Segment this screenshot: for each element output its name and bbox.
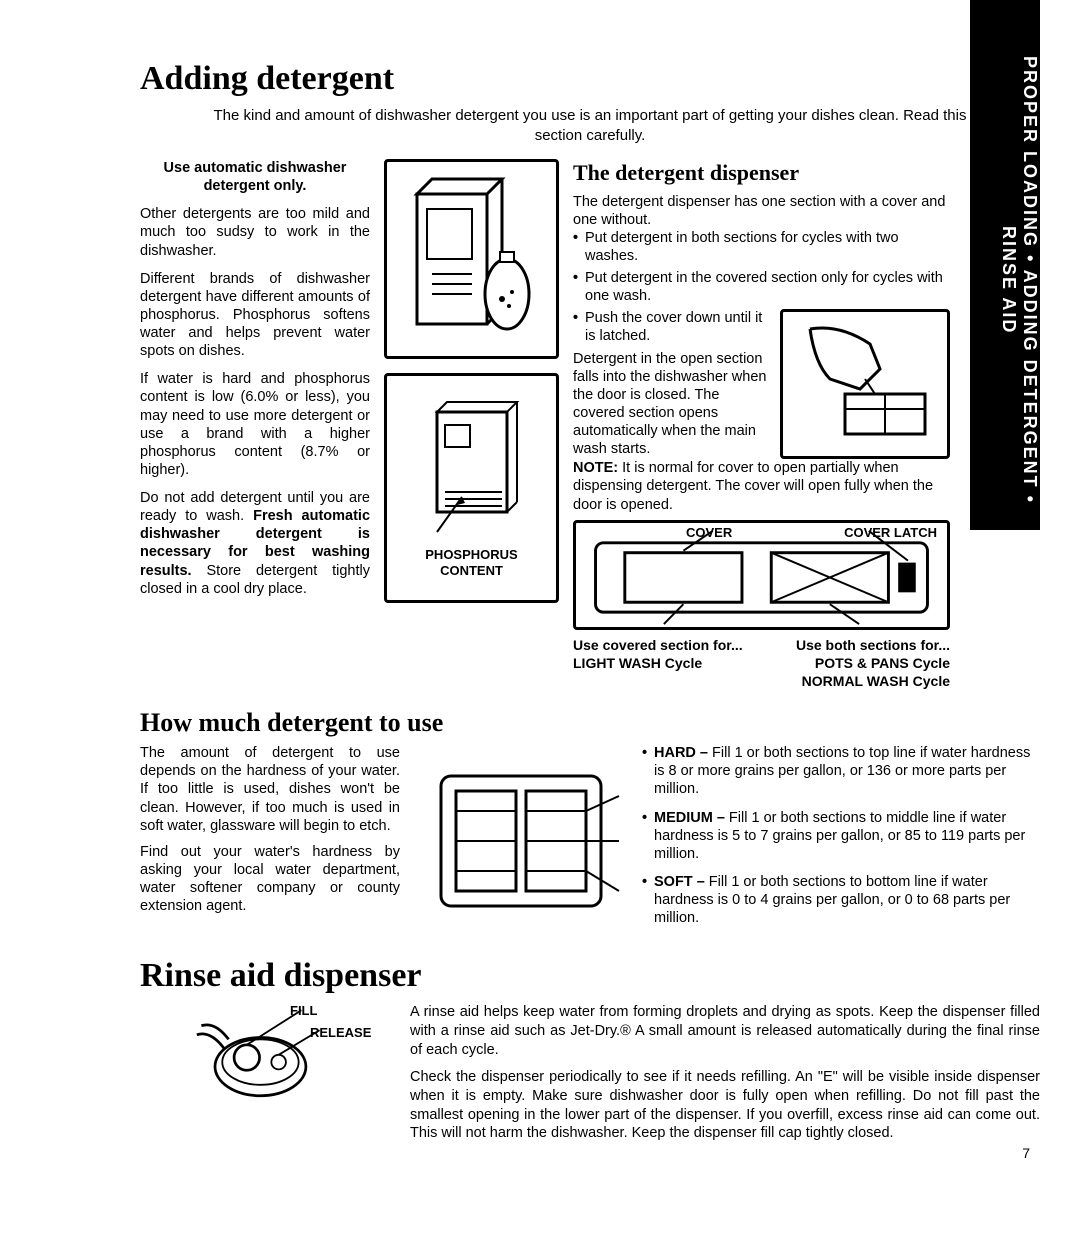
rinse-text: A rinse aid helps keep water from formin…: [410, 1003, 1040, 1151]
howmuch-left: The amount of detergent to use depends o…: [140, 744, 400, 937]
cover-diagram: COVER COVER LATCH: [573, 520, 950, 630]
mid-column: PHOSPHORUS CONTENT: [384, 159, 559, 690]
rinse-p1: A rinse aid helps keep water from formin…: [410, 1003, 1040, 1060]
dispenser-lines-icon: [416, 744, 626, 937]
heading-rinse-aid: Rinse aid dispenser: [140, 957, 1040, 995]
cover-latch-label: COVER LATCH: [844, 525, 937, 541]
soft-item: SOFT – Fill 1 or both sections to bottom…: [642, 873, 1040, 927]
disp-p1: The detergent dispenser has one section …: [573, 193, 950, 229]
howmuch-right: HARD – Fill 1 or both sections to top li…: [642, 744, 1040, 937]
page-number: 7: [1022, 1145, 1030, 1161]
use-auto-bold: Use automatic dishwasher detergent only.: [140, 159, 370, 195]
disp-li2: Put detergent in the covered section onl…: [573, 269, 950, 305]
fill-label: FILL: [290, 1003, 317, 1020]
detergent-box-icon: [384, 159, 559, 359]
cover-label: COVER: [686, 525, 732, 541]
disp-li3: Push the cover down until it is latched.: [573, 309, 770, 345]
left-p2: Other detergents are too mild and much t…: [140, 205, 370, 259]
left-column: Use automatic dishwasher detergent only.…: [140, 159, 370, 690]
howmuch-p1: The amount of detergent to use depends o…: [140, 744, 400, 835]
left-p5: Do not add detergent until you are ready…: [140, 489, 370, 598]
rinse-dispenser-icon: FILL RELEASE: [140, 1003, 390, 1151]
disp-note: NOTE: It is normal for cover to open par…: [573, 459, 950, 513]
hard-item: HARD – Fill 1 or both sections to top li…: [642, 744, 1040, 798]
disp-li1: Put detergent in both sections for cycle…: [573, 229, 950, 265]
intro-text: The kind and amount of dishwasher deterg…: [200, 106, 980, 145]
left-p4: If water is hard and phosphorus content …: [140, 370, 370, 479]
use-left-labels: Use covered section for... LIGHT WASH Cy…: [573, 636, 743, 691]
phosphorus-box-icon: PHOSPHORUS CONTENT: [384, 373, 559, 603]
hand-dispenser-icon: [780, 309, 950, 459]
heading-how-much: How much detergent to use: [140, 708, 1040, 738]
medium-item: MEDIUM – Fill 1 or both sections to midd…: [642, 809, 1040, 863]
release-label: RELEASE: [310, 1025, 371, 1042]
heading-adding-detergent: Adding detergent: [140, 60, 1040, 98]
side-tab: PROPER LOADING • ADDING DETERGENT • RINS…: [970, 0, 1040, 530]
disp-p2: Detergent in the open section falls into…: [573, 350, 770, 459]
left-p3: Different brands of dishwasher detergent…: [140, 270, 370, 361]
phosphorus-label: PHOSPHORUS CONTENT: [395, 547, 548, 578]
use-right-labels: Use both sections for... POTS & PANS Cyc…: [796, 636, 950, 691]
heading-dispenser: The detergent dispenser: [573, 159, 950, 187]
rinse-p2: Check the dispenser periodically to see …: [410, 1068, 1040, 1143]
howmuch-p2: Find out your water's hardness by asking…: [140, 843, 400, 916]
